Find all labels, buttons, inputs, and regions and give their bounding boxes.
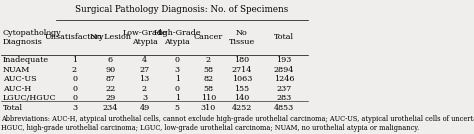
Text: 0: 0 — [175, 56, 180, 64]
Text: 49: 49 — [139, 104, 150, 112]
Text: Total: Total — [3, 104, 23, 112]
Text: 0: 0 — [175, 85, 180, 93]
Text: 1246: 1246 — [273, 75, 294, 83]
Text: 90: 90 — [105, 66, 115, 74]
Text: 82: 82 — [203, 75, 213, 83]
Text: 1: 1 — [72, 56, 77, 64]
Text: 2: 2 — [206, 56, 211, 64]
Text: 87: 87 — [105, 75, 115, 83]
Text: 58: 58 — [203, 85, 213, 93]
Text: 2: 2 — [142, 85, 147, 93]
Text: 2894: 2894 — [273, 66, 294, 74]
Text: 234: 234 — [102, 104, 118, 112]
Text: 1: 1 — [174, 75, 180, 83]
Text: 3: 3 — [174, 66, 180, 74]
Text: AUC-US: AUC-US — [3, 75, 36, 83]
Text: No Lesion: No Lesion — [90, 33, 131, 41]
Text: 1: 1 — [174, 94, 180, 102]
Text: 140: 140 — [234, 94, 249, 102]
Text: Abbreviations: AUC-H, atypical urothelial cells, cannot exclude high-grade uroth: Abbreviations: AUC-H, atypical urothelia… — [1, 115, 474, 132]
Text: 6: 6 — [108, 56, 113, 64]
Text: 27: 27 — [139, 66, 150, 74]
Text: LGUC/HGUC: LGUC/HGUC — [3, 94, 56, 102]
Text: 2714: 2714 — [232, 66, 252, 74]
Text: 4252: 4252 — [232, 104, 252, 112]
Text: No
Tissue: No Tissue — [228, 29, 255, 46]
Text: 22: 22 — [105, 85, 116, 93]
Text: 4: 4 — [142, 56, 147, 64]
Text: 0: 0 — [72, 75, 77, 83]
Text: 155: 155 — [234, 85, 249, 93]
Text: 283: 283 — [276, 94, 292, 102]
Text: 193: 193 — [276, 56, 292, 64]
Text: 3: 3 — [72, 104, 77, 112]
Text: 310: 310 — [201, 104, 216, 112]
Text: 0: 0 — [72, 85, 77, 93]
Text: 4853: 4853 — [273, 104, 294, 112]
Text: 13: 13 — [139, 75, 150, 83]
Text: Cancer: Cancer — [194, 33, 223, 41]
Text: 2: 2 — [72, 66, 77, 74]
Text: Inadequate: Inadequate — [3, 56, 49, 64]
Text: 58: 58 — [203, 66, 213, 74]
Text: 180: 180 — [234, 56, 249, 64]
Text: NUAM: NUAM — [3, 66, 30, 74]
Text: AUC-H: AUC-H — [3, 85, 31, 93]
Text: Cytopathology
Diagnosis: Cytopathology Diagnosis — [3, 29, 62, 46]
Text: 237: 237 — [276, 85, 292, 93]
Text: 0: 0 — [72, 94, 77, 102]
Text: 29: 29 — [105, 94, 116, 102]
Text: Total: Total — [274, 33, 294, 41]
Text: High-Grade
Atypia: High-Grade Atypia — [154, 29, 201, 46]
Text: 1063: 1063 — [232, 75, 252, 83]
Text: Surgical Pathology Diagnosis: No. of Specimens: Surgical Pathology Diagnosis: No. of Spe… — [75, 5, 289, 14]
Text: 5: 5 — [175, 104, 180, 112]
Text: Unsatisfactory: Unsatisfactory — [45, 33, 104, 41]
Text: 3: 3 — [142, 94, 147, 102]
Text: 110: 110 — [201, 94, 216, 102]
Text: Low-Grade
Atypia: Low-Grade Atypia — [122, 29, 167, 46]
